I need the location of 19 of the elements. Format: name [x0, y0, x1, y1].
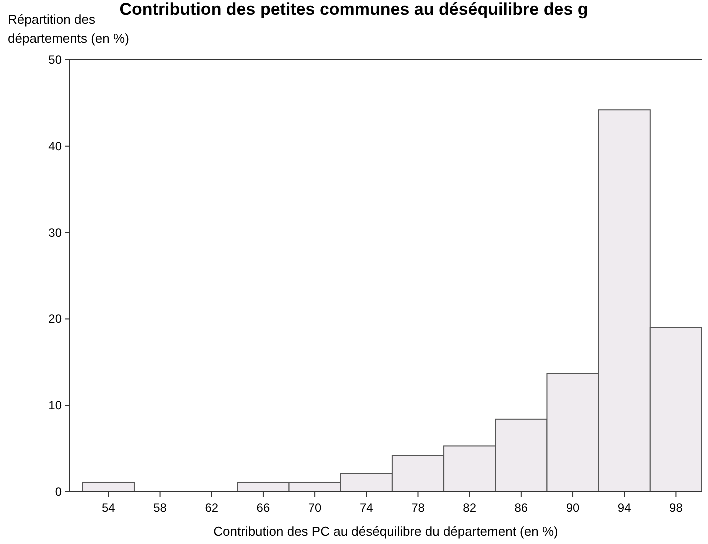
x-tick-label: 98 [670, 501, 684, 515]
x-tick-label: 62 [205, 501, 219, 515]
x-tick-label: 74 [360, 501, 374, 515]
y-tick-label: 40 [48, 139, 62, 154]
x-tick-label: 82 [463, 501, 477, 515]
x-tick-label: 70 [308, 501, 322, 515]
y-tick-label: 30 [48, 226, 62, 240]
x-tick-label: 66 [256, 501, 270, 515]
y-tick-label: 20 [48, 312, 62, 326]
x-tick-label: 78 [412, 501, 426, 515]
x-tick-label: 94 [618, 501, 632, 515]
y-tick-label: 50 [48, 53, 62, 67]
x-tick-label: 58 [154, 501, 168, 515]
y-tick-label: 10 [48, 398, 62, 413]
x-tick-label: 90 [566, 501, 580, 515]
x-tick-label: 54 [102, 501, 116, 515]
y-tick-label: 0 [55, 485, 62, 499]
x-axis-title: Contribution des PC au déséquilibre du département (en %) [214, 524, 558, 539]
x-tick-label: 86 [514, 501, 528, 515]
